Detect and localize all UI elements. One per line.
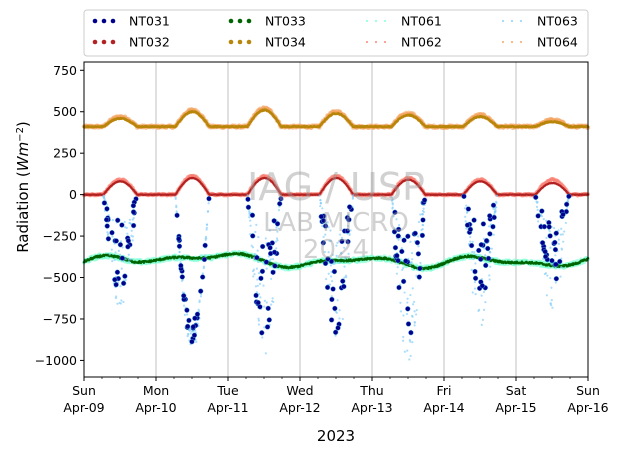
legend-label: NT062 [401,35,442,50]
legend-marker [228,39,234,45]
data-point [480,294,483,297]
data-point [327,272,330,275]
legend-marker [383,40,387,44]
legend-marker [228,18,234,24]
legend-entry-nt062: NT062 [365,35,442,50]
legend-marker [246,18,252,24]
legend-entry-nt031: NT031 [92,14,170,29]
legend-label: NT063 [537,14,578,29]
legend-entry-nt061: NT061 [365,14,442,29]
legend-marker [92,18,98,24]
legend-marker [374,19,378,23]
legend-marker [519,40,523,44]
plot-area [81,105,591,361]
data-point [265,301,268,304]
legend-marker [92,39,98,45]
legend-label: NT031 [129,14,170,29]
legend-entry-nt033: NT033 [228,14,306,29]
legend-marker [374,40,378,44]
data-point [473,281,477,284]
legend-entry-nt032: NT032 [92,35,170,50]
data-point [548,230,551,233]
data-point [409,240,412,243]
legend-marker [510,19,514,23]
data-point [475,253,478,256]
legend-label: NT033 [265,14,306,29]
legend-marker [365,19,369,23]
legend-marker [246,39,252,45]
legend-marker [101,18,107,24]
legend-entry-nt063: NT063 [501,14,578,29]
legend-marker [365,40,369,44]
legend-marker [501,40,505,44]
legend-marker [110,18,116,24]
legend-label: NT061 [401,14,442,29]
data-point [124,258,127,261]
legend-label: NT032 [129,35,170,50]
legend-marker [101,39,107,45]
legend-marker [237,39,243,45]
grid-lines [155,62,517,377]
legend-label: NT064 [537,35,578,50]
legend-marker [237,18,243,24]
legend-marker [519,19,523,23]
data-point [122,300,125,304]
legend-marker [383,19,387,23]
series-nt034 [82,108,590,129]
data-point [127,258,130,261]
legend-marker [501,19,505,23]
legend-box [83,9,589,57]
legend-entry-nt064: NT064 [501,35,578,50]
data-point [202,266,205,270]
legend-marker [110,39,116,45]
legend-entry-nt034: NT034 [228,35,306,50]
legend-marker [510,40,514,44]
legend-label: NT034 [265,35,306,50]
legend: NT031 NT032 NT033 NT034 NT061 NT062 NT063 NT064 [83,9,589,57]
